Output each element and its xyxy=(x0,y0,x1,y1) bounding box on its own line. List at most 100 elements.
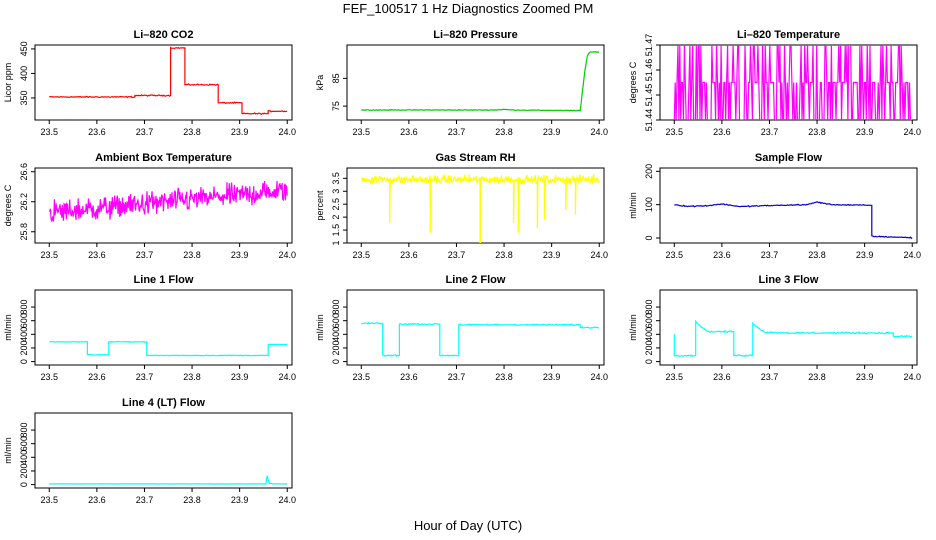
x-tick-label: 23.9 xyxy=(543,127,561,137)
x-tick-label: 23.5 xyxy=(353,127,371,137)
x-tick-label: 24.0 xyxy=(903,127,921,137)
x-tick-label: 24.0 xyxy=(590,127,608,137)
x-tick-label: 23.9 xyxy=(231,250,249,260)
x-tick-label: 23.5 xyxy=(666,127,684,137)
x-tick-label: 24.0 xyxy=(278,250,296,260)
y-tick-label: 400 xyxy=(19,327,29,342)
series-line xyxy=(49,340,288,357)
chart-panel-1: Li–820 CO2 Licor ppm 23.5 23.6 23.7 23.8 23.9 2… xyxy=(3,29,296,137)
x-tick-label: 23.5 xyxy=(353,372,371,382)
y-tick-label: 200 xyxy=(644,340,654,355)
panel-title: Sample Flow xyxy=(755,152,823,164)
panel-title: Ambient Box Temperature xyxy=(95,152,232,164)
x-tick-label: 23.5 xyxy=(353,250,371,260)
panel-title: Li–820 CO2 xyxy=(134,29,194,41)
x-tick-label: 24.0 xyxy=(903,372,921,382)
x-tick-label: 23.8 xyxy=(183,127,201,137)
series-line xyxy=(48,180,288,223)
y-tick-label: 85 xyxy=(331,73,341,83)
x-tick-label: 23.6 xyxy=(88,250,106,260)
y-tick-label: 800 xyxy=(331,300,341,315)
y-tick-label: 600 xyxy=(331,313,341,328)
x-tick-label: 23.9 xyxy=(231,495,249,505)
x-tick-label: 23.6 xyxy=(88,127,106,137)
plot-frame xyxy=(34,167,293,244)
x-tick-label: 23.7 xyxy=(761,372,779,382)
chart-panel-7: Line 1 Flow ml/min 23.5 23.6 23.7 23.8 23.9 24.… xyxy=(3,274,296,382)
x-tick-label: 23.7 xyxy=(136,127,154,137)
y-axis-label: degrees C xyxy=(3,184,13,226)
panel-title: Gas Stream RH xyxy=(435,152,515,164)
x-tick-label: 23.5 xyxy=(41,372,59,382)
y-tick-label: 800 xyxy=(19,423,29,438)
x-tick-label: 23.8 xyxy=(183,250,201,260)
y-tick-label: 200 xyxy=(19,463,29,478)
x-tick-label: 24.0 xyxy=(278,127,296,137)
y-tick-label: 200 xyxy=(644,164,654,179)
x-tick-label: 23.7 xyxy=(448,250,466,260)
plot-frame xyxy=(346,289,605,366)
y-tick-label: 400 xyxy=(331,327,341,342)
x-tick-label: 23.5 xyxy=(41,495,59,505)
series-line xyxy=(674,201,913,240)
page-title: FEF_100517 1 Hz Diagnostics Zoomed PM xyxy=(342,1,594,16)
x-tick-label: 23.8 xyxy=(183,372,201,382)
plot-frame xyxy=(34,44,293,121)
y-tick-label: 0 xyxy=(644,235,654,240)
y-axis-label: ml/min xyxy=(315,314,325,341)
y-tick-label: 51.45 xyxy=(644,84,654,107)
chart-panel-3: Li–820 Temperature degrees C 23.5 23.6 23.7 2… xyxy=(628,29,921,137)
y-tick-label: 25.8 xyxy=(19,223,29,241)
x-tick-label: 23.8 xyxy=(495,250,513,260)
x-tick-label: 23.6 xyxy=(88,372,106,382)
y-tick-label: 800 xyxy=(644,300,654,315)
y-tick-label: 26.2 xyxy=(19,193,29,211)
y-tick-label: 3.5 xyxy=(331,172,341,185)
series-line xyxy=(49,475,288,485)
x-tick-label: 23.8 xyxy=(808,372,826,382)
plot-frame xyxy=(346,44,605,121)
x-tick-label: 23.5 xyxy=(41,127,59,137)
y-tick-label: 0 xyxy=(19,482,29,487)
y-tick-label: 200 xyxy=(19,340,29,355)
y-tick-label: 1.5 xyxy=(331,224,341,237)
y-tick-label: 200 xyxy=(331,340,341,355)
panel-title: Line 3 Flow xyxy=(759,274,819,286)
x-tick-label: 23.7 xyxy=(761,127,779,137)
x-tick-label: 23.8 xyxy=(808,127,826,137)
series-line xyxy=(361,51,600,112)
x-tick-label: 23.8 xyxy=(808,250,826,260)
x-tick-label: 23.9 xyxy=(231,127,249,137)
plot-frame xyxy=(659,167,918,244)
x-tick-label: 23.5 xyxy=(666,372,684,382)
panel-title: Line 4 (LT) Flow xyxy=(122,397,205,409)
x-tick-label: 23.6 xyxy=(713,250,731,260)
x-tick-label: 24.0 xyxy=(590,372,608,382)
y-tick-label: 75 xyxy=(331,101,341,111)
x-tick-label: 24.0 xyxy=(590,250,608,260)
x-tick-label: 23.6 xyxy=(400,127,418,137)
x-tick-label: 23.7 xyxy=(448,127,466,137)
y-tick-label: 51.47 xyxy=(644,34,654,57)
plot-frame xyxy=(34,412,293,489)
x-tick-label: 23.9 xyxy=(543,250,561,260)
chart-panel-4: Ambient Box Temperature degrees C 23.5 23.6… xyxy=(3,152,296,260)
plot-frame xyxy=(346,167,605,244)
chart-panel-2: Li–820 Pressure kPa 23.5 23.6 23.7 23.8 23.9 24… xyxy=(315,29,608,137)
y-tick-label: 350 xyxy=(19,90,29,105)
panel-title: Line 1 Flow xyxy=(134,274,194,286)
x-tick-label: 23.5 xyxy=(666,250,684,260)
series-line xyxy=(673,319,913,358)
x-tick-label: 23.6 xyxy=(713,372,731,382)
plot-frame xyxy=(34,289,293,366)
x-tick-label: 23.9 xyxy=(856,250,874,260)
y-axis-label: Licor ppm xyxy=(3,63,13,103)
panel-title: Line 2 Flow xyxy=(446,274,506,286)
y-axis-label: kPa xyxy=(315,75,325,91)
y-tick-label: 1 xyxy=(331,240,341,245)
x-tick-label: 24.0 xyxy=(278,495,296,505)
x-tick-label: 23.9 xyxy=(856,127,874,137)
x-tick-label: 23.9 xyxy=(856,372,874,382)
